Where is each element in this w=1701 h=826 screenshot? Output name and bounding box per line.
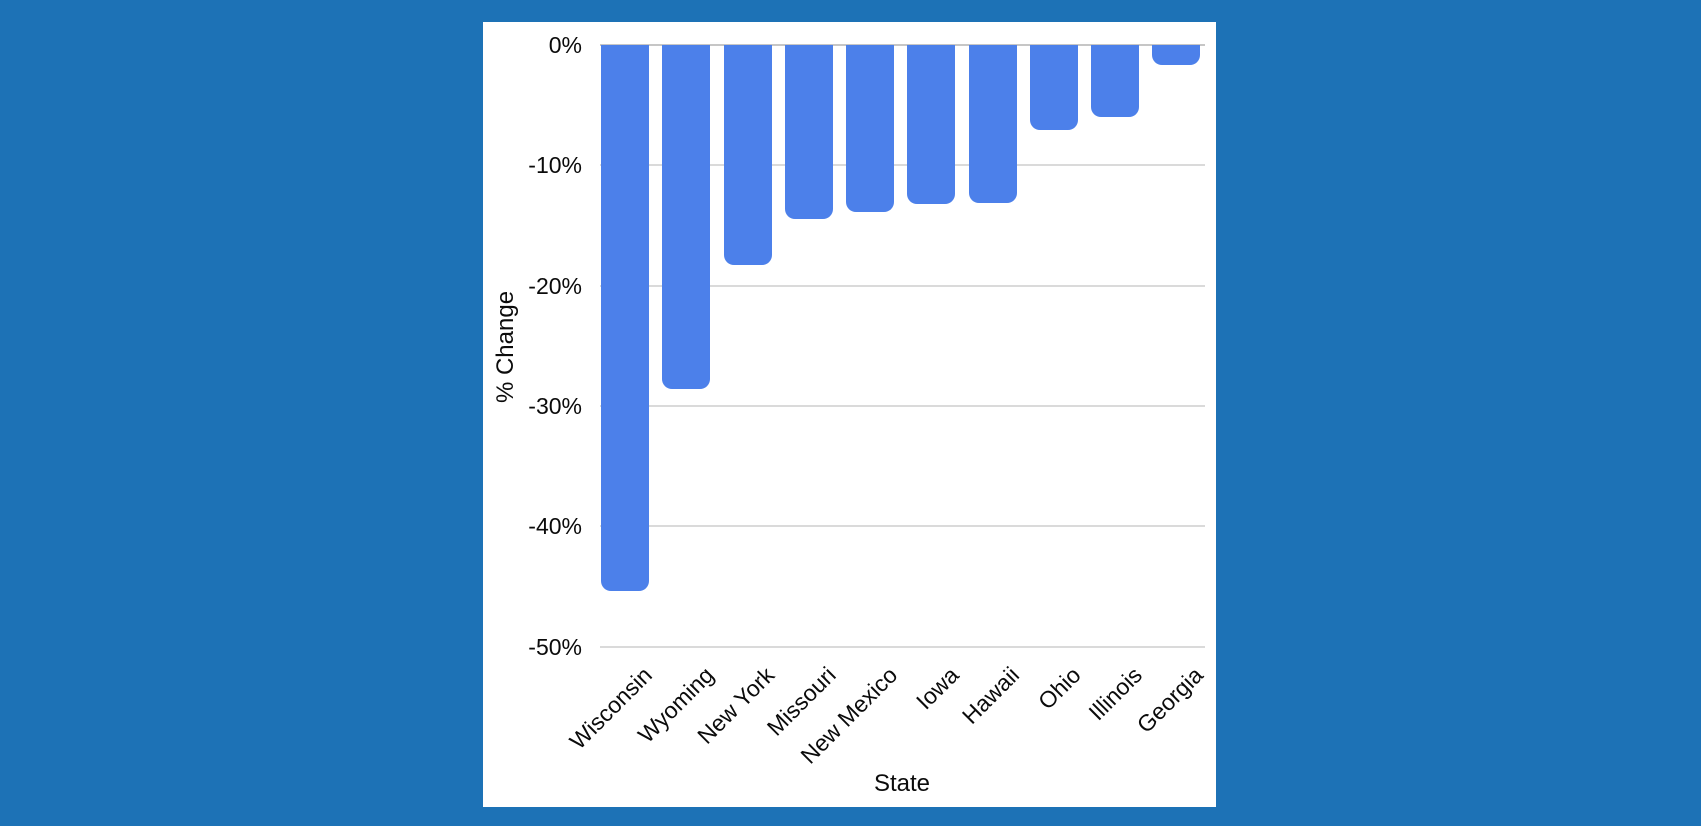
x-axis-title: State — [873, 770, 931, 797]
gridline — [600, 645, 1205, 648]
y-tick-label: 0% — [548, 32, 582, 58]
bar-illinois[interactable] — [1091, 45, 1139, 118]
bar-hawaii[interactable] — [968, 45, 1017, 203]
x-axis-baseline — [600, 44, 1205, 46]
y-axis-title: % Change — [492, 290, 519, 404]
gridline — [600, 284, 1205, 287]
gridline — [600, 525, 1205, 528]
bar-new-mexico[interactable] — [846, 45, 894, 213]
bar-missouri[interactable] — [784, 45, 833, 220]
bar-ohio[interactable] — [1029, 45, 1078, 131]
bar-wyoming[interactable] — [662, 45, 711, 390]
y-tick-label: -30% — [528, 392, 582, 419]
bar-iowa[interactable] — [907, 45, 956, 204]
bar-wisconsin[interactable] — [601, 45, 649, 592]
bar-new-york[interactable] — [723, 45, 772, 266]
y-tick-label: -40% — [528, 513, 582, 540]
gridline — [600, 164, 1205, 167]
bar-georgia[interactable] — [1152, 45, 1201, 66]
y-tick-label: -10% — [528, 152, 582, 179]
gridline — [600, 404, 1205, 407]
y-tick-label: -50% — [528, 633, 582, 660]
y-tick-label: -20% — [528, 272, 582, 299]
